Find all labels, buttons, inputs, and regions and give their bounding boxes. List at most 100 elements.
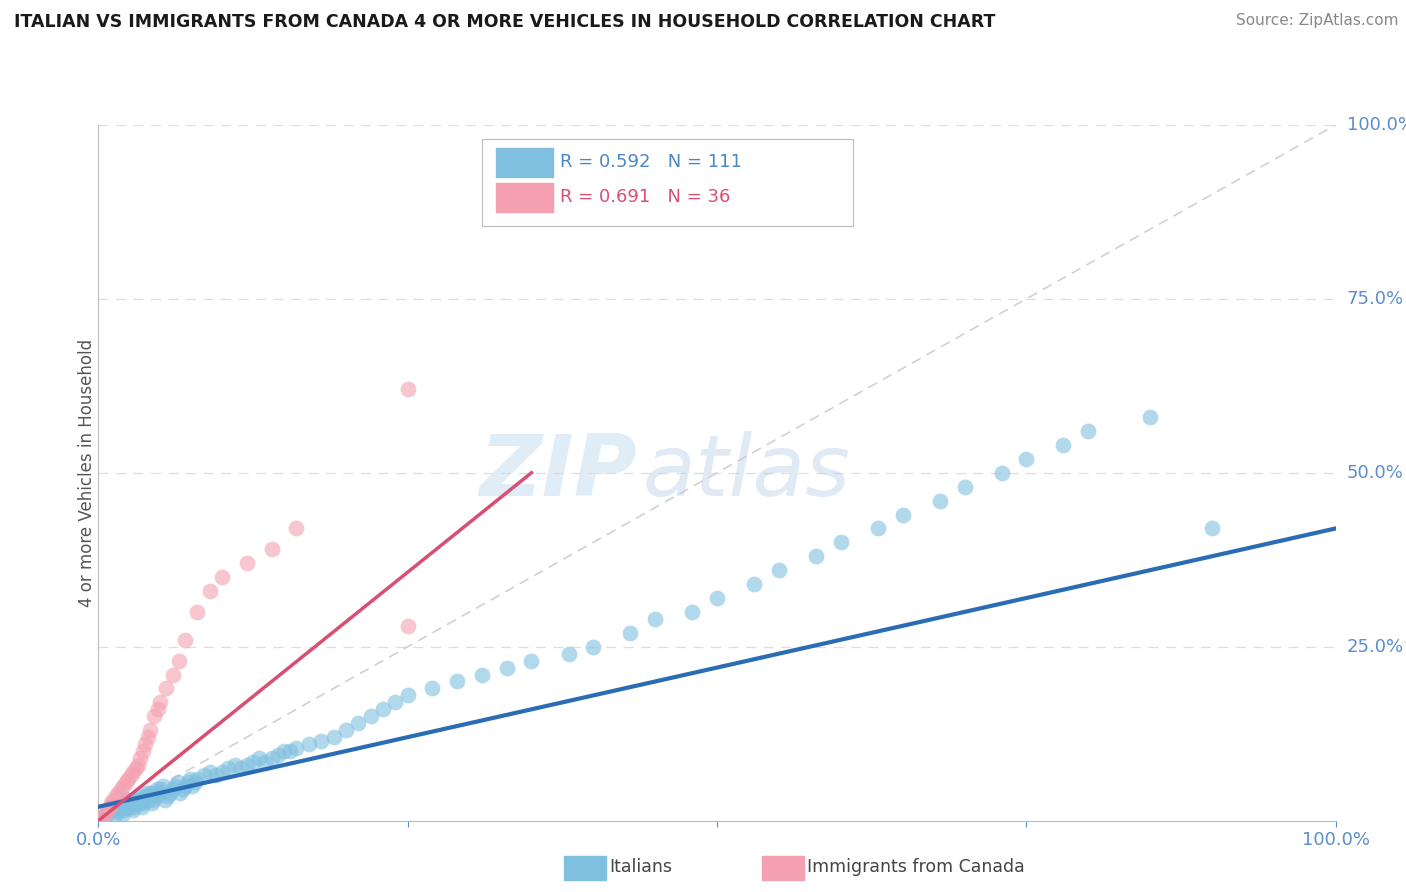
Point [167,654,190,668]
Point [260,751,283,765]
Text: atlas: atlas [643,431,851,515]
Point [141,796,163,810]
Point [132,744,155,758]
Point [107,786,129,800]
Point [347,716,370,731]
Point [110,799,132,814]
Point [162,782,184,797]
Point [120,796,142,810]
Point [114,796,136,810]
Point [146,702,169,716]
Point [193,768,215,782]
Point [396,619,419,633]
Point [179,772,201,786]
Point [446,674,468,689]
Point [254,755,277,769]
Point [143,789,166,804]
Text: 100.0%: 100.0% [1347,116,1406,134]
Point [768,563,790,577]
Point [91,810,114,824]
Point [152,779,174,793]
Point [124,796,146,810]
Point [110,782,132,797]
Point [176,775,198,789]
Point [156,789,179,804]
Point [155,681,177,696]
FancyBboxPatch shape [564,856,606,880]
Point [112,806,135,821]
Point [127,789,149,804]
Point [285,521,308,535]
Point [145,782,167,797]
FancyBboxPatch shape [762,856,804,880]
Point [322,730,344,744]
FancyBboxPatch shape [495,183,553,212]
Point [681,605,703,619]
Point [830,535,852,549]
Point [96,803,118,817]
Text: Italians: Italians [609,857,672,876]
Point [128,796,150,810]
Point [149,782,172,797]
Point [260,542,283,557]
Point [136,793,159,807]
Point [396,382,419,396]
Text: 25.0%: 25.0% [1347,638,1405,656]
Point [131,799,153,814]
Point [112,799,135,814]
Text: ITALIAN VS IMMIGRANTS FROM CANADA 4 OR MORE VEHICLES IN HOUSEHOLD CORRELATION CH: ITALIAN VS IMMIGRANTS FROM CANADA 4 OR M… [14,13,995,31]
Point [273,744,295,758]
Point [1077,424,1099,438]
Point [100,799,122,814]
Point [124,799,146,814]
Point [298,737,321,751]
Point [122,764,145,779]
Point [1052,438,1074,452]
Point [127,758,149,772]
Point [93,806,115,821]
Point [242,755,264,769]
Point [136,730,159,744]
Point [146,789,169,804]
Point [134,793,156,807]
Point [169,786,191,800]
Point [174,779,197,793]
Point [121,793,143,807]
Point [384,695,406,709]
Point [186,772,208,786]
Text: 50.0%: 50.0% [1347,464,1403,482]
Point [174,632,197,647]
Point [236,556,259,570]
Point [155,793,177,807]
Point [98,799,121,814]
Point [134,789,156,804]
Point [100,796,122,810]
Point [165,779,187,793]
Point [149,695,172,709]
Point [96,806,118,821]
Point [1201,521,1223,535]
Point [198,584,221,599]
Point [103,793,125,807]
Point [422,681,444,696]
Point [166,775,188,789]
Point [93,808,115,822]
Point [211,570,233,584]
Point [139,723,162,738]
Point [236,758,259,772]
Point [138,789,160,804]
Point [117,801,139,815]
Point [229,761,252,775]
Point [928,493,950,508]
Point [111,796,134,810]
Text: Immigrants from Canada: Immigrants from Canada [807,857,1025,876]
Point [107,803,129,817]
Point [100,801,122,815]
Point [135,786,157,800]
Point [108,801,131,815]
Point [285,740,308,755]
Point [118,798,141,813]
Point [804,549,827,564]
Point [706,591,728,605]
Point [396,689,419,703]
